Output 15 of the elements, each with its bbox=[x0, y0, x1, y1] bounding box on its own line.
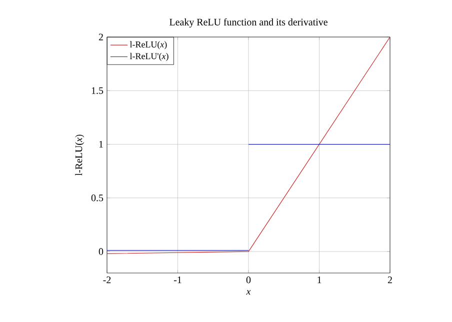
y-tick-label: 0 bbox=[98, 248, 104, 255]
y-tick-label: 1 bbox=[99, 140, 103, 148]
x-tick-label: 1 bbox=[318, 276, 322, 284]
x-tick-label: -2 bbox=[103, 276, 111, 284]
chart-title: Leaky ReLU function and its derivative bbox=[170, 18, 328, 28]
x-tick-label: 0 bbox=[246, 276, 251, 284]
legend-label: l-ReLU(x) bbox=[130, 41, 167, 50]
y-tick-label: 1.5 bbox=[92, 87, 104, 94]
y-tick-label: 0.5 bbox=[91, 194, 104, 202]
y-axis-title: l-ReLU(x) bbox=[75, 134, 84, 176]
x-tick-label: 2 bbox=[388, 276, 392, 284]
x-tick-label: -1 bbox=[174, 276, 182, 284]
x-axis-title: x bbox=[246, 290, 251, 295]
legend-label: l-ReLU'(x) bbox=[130, 52, 168, 62]
y-tick-label: 2 bbox=[98, 34, 103, 40]
